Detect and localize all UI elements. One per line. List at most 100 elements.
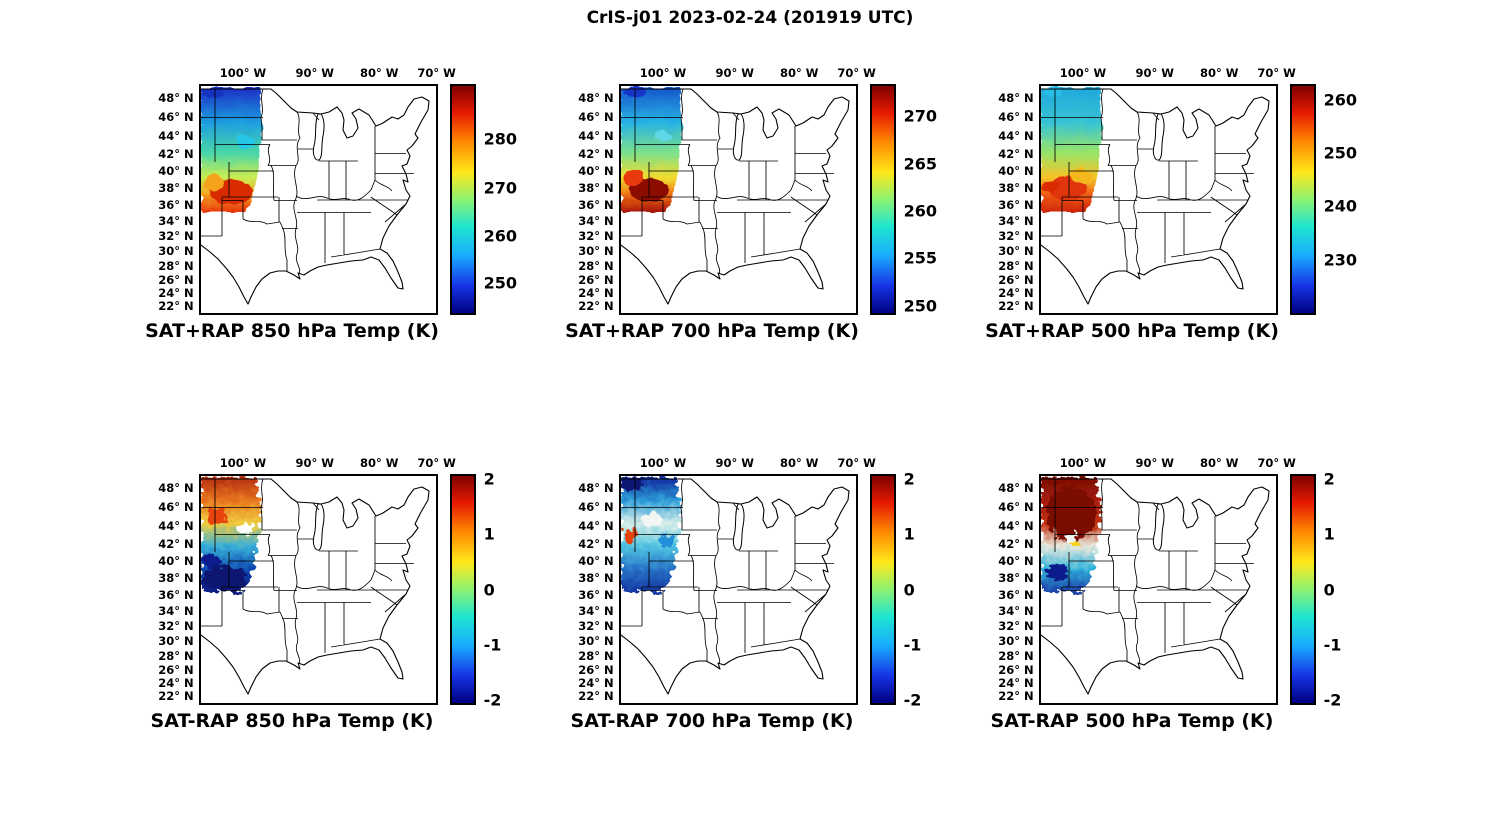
colorbar-tick: 2: [1323, 469, 1335, 489]
colorbar-tick: 265: [903, 154, 937, 174]
lat-tick: 46° N: [158, 110, 194, 124]
latitude-axis: 48° N 46° N 44° N 42° N 40° N 38° N 36° …: [565, 84, 619, 315]
figure-title: CrIS-j01 2023-02-24 (201919 UTC): [586, 8, 914, 28]
colorbar-tick: -1: [483, 635, 502, 655]
lat-tick: 48° N: [578, 91, 614, 105]
panel-sat-plus-rap-850: 100° W 90° W 80° W 70° W 48° N 46° N 44°…: [145, 58, 517, 342]
lat-tick: 40° N: [578, 164, 614, 178]
lat-tick: 40° N: [998, 554, 1034, 568]
lat-tick: 22° N: [158, 689, 194, 703]
lat-tick: 34° N: [158, 214, 194, 228]
lat-tick: 30° N: [578, 634, 614, 648]
lat-tick: 28° N: [578, 259, 614, 273]
colorbar-gradient: [449, 84, 476, 315]
panel-sat-minus-rap-700: 100° W 90° W 80° W 70° W 48° N 46° N 44°…: [565, 448, 930, 732]
panel-body: 48° N 46° N 44° N 42° N 40° N 38° N 36° …: [145, 469, 510, 710]
lat-tick: 26° N: [578, 663, 614, 677]
swath-blob: [642, 513, 663, 527]
lon-tick: 70° W: [837, 66, 876, 80]
lon-tick: 80° W: [360, 456, 399, 470]
swath-blob: [1070, 169, 1091, 183]
colorbar-gradient: [869, 84, 896, 315]
lon-tick: 90° W: [295, 66, 334, 80]
lat-tick: 28° N: [998, 259, 1034, 273]
lat-tick: 30° N: [998, 244, 1034, 258]
lat-tick: 24° N: [158, 676, 194, 690]
map-frame: [198, 474, 438, 705]
lat-tick: 24° N: [578, 676, 614, 690]
panel-sat-plus-rap-500: 100° W 90° W 80° W 70° W 48° N 46° N 44°…: [985, 58, 1357, 342]
colorbar-tick: 280: [483, 129, 517, 149]
lat-tick: 44° N: [158, 129, 194, 143]
swath-blob: [201, 554, 220, 568]
lon-tick: 70° W: [417, 456, 456, 470]
panel-body: 48° N 46° N 44° N 42° N 40° N 38° N 36° …: [985, 84, 1357, 315]
panel-body: 48° N 46° N 44° N 42° N 40° N 38° N 36° …: [565, 469, 930, 710]
longitude-axis: 100° W 90° W 80° W 70° W: [200, 448, 456, 474]
lat-tick: 42° N: [998, 537, 1034, 551]
latitude-axis: 48° N 46° N 44° N 42° N 40° N 38° N 36° …: [985, 474, 1039, 705]
colorbar-tick: 0: [903, 580, 915, 599]
lat-tick: 40° N: [158, 164, 194, 178]
lon-tick: 90° W: [295, 456, 334, 470]
lat-tick: 44° N: [998, 129, 1034, 143]
colorbar-tick: 230: [1323, 250, 1357, 270]
swath-blob: [1044, 564, 1069, 580]
panel-sat-minus-rap-850: 100° W 90° W 80° W 70° W 48° N 46° N 44°…: [145, 448, 510, 732]
colorbar-tick: 250: [903, 296, 937, 316]
lat-tick: 22° N: [998, 299, 1034, 313]
colorbar-tick: 1: [483, 524, 495, 544]
map-plot: [620, 87, 850, 305]
longitude-axis: 100° W 90° W 80° W 70° W: [620, 448, 876, 474]
lat-tick: 36° N: [158, 588, 194, 602]
lat-tick: 38° N: [158, 571, 194, 585]
lat-tick: 28° N: [158, 649, 194, 663]
panel-body: 48° N 46° N 44° N 42° N 40° N 38° N 36° …: [565, 84, 937, 315]
lat-tick: 38° N: [998, 571, 1034, 585]
lat-tick: 40° N: [158, 554, 194, 568]
map-frame: [1038, 84, 1278, 315]
colorbar-tick: 0: [1323, 580, 1335, 599]
lat-tick: 34° N: [578, 214, 614, 228]
map-plot: [1040, 87, 1270, 305]
lat-tick: 24° N: [578, 286, 614, 300]
satellite-swath: [620, 478, 681, 592]
colorbar-tick: 2: [483, 469, 495, 489]
colorbar-tick: 255: [903, 248, 937, 268]
lon-tick: 90° W: [715, 66, 754, 80]
panel-body: 48° N 46° N 44° N 42° N 40° N 38° N 36° …: [985, 469, 1350, 710]
row-sat-plus-rap: 100° W 90° W 80° W 70° W 48° N 46° N 44°…: [0, 58, 1357, 342]
row-sat-minus-rap: 100° W 90° W 80° W 70° W 48° N 46° N 44°…: [0, 448, 1350, 732]
lat-tick: 26° N: [998, 663, 1034, 677]
lat-tick: 24° N: [998, 676, 1034, 690]
map-plot: [200, 478, 430, 695]
lat-tick: 32° N: [998, 619, 1034, 633]
lat-tick: 30° N: [998, 634, 1034, 648]
swath-blob: [620, 478, 645, 490]
colorbar-tick: 260: [1323, 90, 1357, 110]
swath-blob: [654, 130, 671, 142]
lat-tick: 48° N: [158, 481, 194, 495]
colorbar-tick: 250: [483, 273, 517, 293]
swath-blob: [203, 175, 224, 191]
colorbar-tick: 2: [903, 469, 915, 489]
lat-tick: 32° N: [578, 229, 614, 243]
latitude-axis: 48° N 46° N 44° N 42° N 40° N 38° N 36° …: [565, 474, 619, 705]
lat-tick: 34° N: [998, 214, 1034, 228]
panel-caption: SAT+RAP 850 hPa Temp (K): [145, 320, 439, 342]
swath-blob: [236, 524, 253, 536]
lat-tick: 22° N: [158, 299, 194, 313]
colorbar-tick: -1: [903, 635, 922, 655]
lon-tick: 80° W: [780, 66, 819, 80]
colorbar-gradient: [1289, 474, 1316, 705]
swath-blob: [202, 565, 247, 591]
colorbar: 280 270 260 250: [449, 84, 517, 315]
panel-sat-minus-rap-500: 100° W 90° W 80° W 70° W 48° N 46° N 44°…: [985, 448, 1350, 732]
lat-tick: 44° N: [578, 129, 614, 143]
swath-blob: [235, 135, 254, 149]
colorbar-tick: 0: [483, 580, 495, 599]
colorbar-tick: -2: [483, 690, 502, 710]
map-frame: [198, 84, 438, 315]
panel-caption: SAT-RAP 850 hPa Temp (K): [150, 710, 434, 732]
panel-body: 48° N 46° N 44° N 42° N 40° N 38° N 36° …: [145, 84, 517, 315]
